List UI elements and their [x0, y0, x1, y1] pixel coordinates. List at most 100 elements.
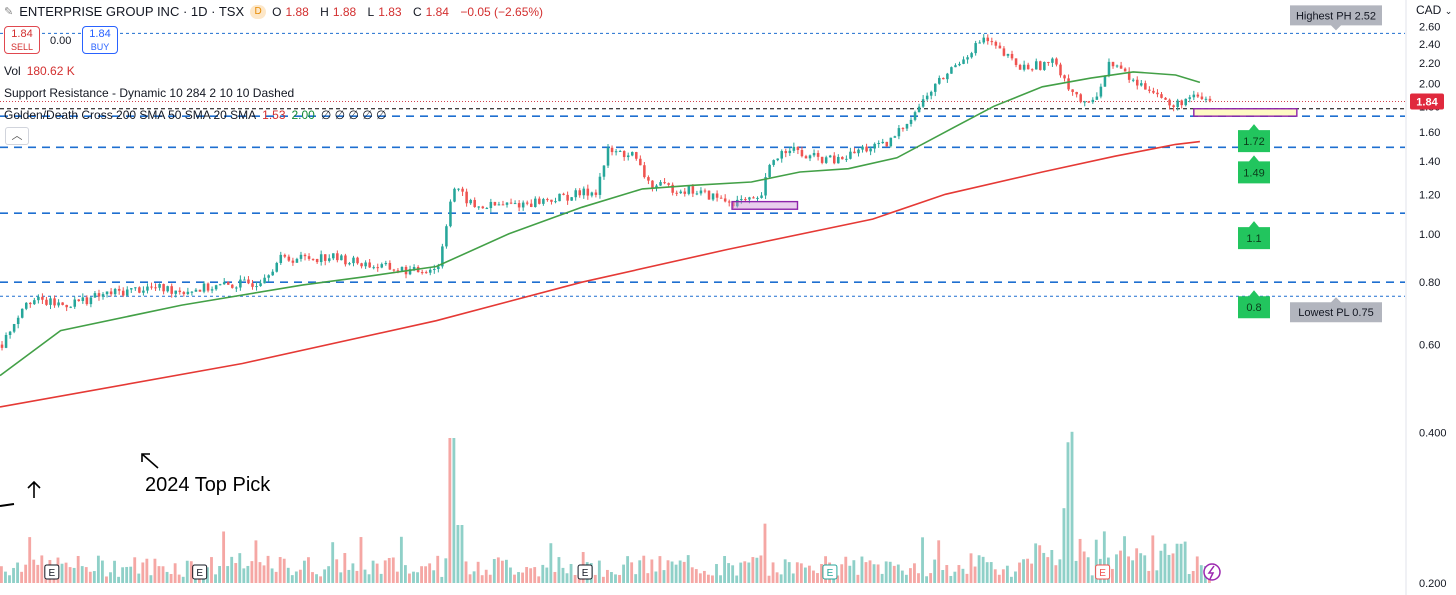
candle-body — [299, 254, 303, 259]
candle-body — [287, 256, 291, 261]
volume-bar — [868, 560, 872, 583]
volume-bar — [614, 574, 617, 583]
candle-body — [606, 147, 610, 166]
volume-label: Vol — [4, 64, 21, 78]
volume-bar — [1066, 442, 1070, 583]
candle-body — [1119, 65, 1123, 69]
candle-body — [1055, 58, 1058, 65]
volume-bar — [888, 561, 892, 583]
volume-bar — [989, 562, 993, 583]
volume-legend[interactable]: Vol 180.62 K — [4, 64, 75, 78]
candle-body — [602, 165, 606, 177]
candle-body — [845, 158, 848, 160]
candle-body — [590, 192, 594, 196]
candle-body — [360, 263, 363, 267]
candle-body — [667, 183, 670, 185]
sell-label: SELL — [10, 42, 34, 52]
candle-body — [202, 283, 206, 292]
candle-body — [1087, 101, 1091, 103]
golden-death-cross-legend[interactable]: Golden/Death Cross 200 SMA 50 SMA 20 SMA… — [4, 108, 386, 122]
volume-bar — [565, 573, 569, 583]
delayed-badge: D — [250, 4, 267, 19]
candle-body — [954, 65, 957, 68]
volume-bar — [274, 571, 278, 583]
volume-bar — [1078, 538, 1082, 583]
candle-body — [263, 277, 266, 284]
volume-bar — [16, 562, 19, 583]
candle-body — [101, 294, 105, 297]
candle-body — [125, 289, 129, 296]
sell-button[interactable]: 1.84 SELL — [4, 26, 40, 54]
volume-bar — [965, 573, 969, 583]
volume-bar — [266, 555, 270, 583]
candle-body — [57, 302, 60, 306]
candle-body — [679, 191, 683, 194]
candle-body — [477, 206, 481, 208]
volume-bar — [1030, 563, 1034, 583]
volume-bar — [674, 564, 678, 583]
volume-bar — [420, 566, 423, 583]
candle-body — [8, 331, 12, 335]
volume-bar — [226, 566, 230, 583]
candle-body — [578, 190, 582, 196]
candle-body — [832, 155, 836, 164]
volume-bar — [145, 558, 149, 583]
earnings-marker — [44, 564, 60, 580]
candle-body — [231, 284, 234, 288]
candle-body — [1164, 97, 1167, 100]
volume-bar — [759, 555, 763, 583]
support-resistance-legend[interactable]: Support Resistance - Dynamic 10 284 2 10… — [4, 86, 294, 100]
collapse-legend-button[interactable]: ︿ — [5, 127, 29, 145]
candle-body — [853, 151, 856, 154]
candle-body — [243, 279, 246, 281]
symbol-title[interactable]: ENTERPRISE GROUP INC · 1D · TSX — [19, 4, 245, 19]
candle-body — [925, 95, 929, 100]
candle-body — [962, 59, 965, 64]
volume-bar — [913, 563, 916, 583]
volume-bar — [371, 560, 375, 583]
candle-body — [311, 258, 315, 260]
volume-bar — [80, 566, 84, 583]
volume-bar — [597, 560, 601, 583]
volume-bar — [68, 567, 72, 583]
volume-bar — [808, 565, 811, 583]
candle-body — [501, 204, 505, 206]
candle-body — [671, 184, 674, 193]
volume-bar — [1070, 431, 1074, 583]
candle-body — [344, 255, 347, 265]
buy-button[interactable]: 1.84 BUY — [82, 26, 118, 54]
volume-bar — [335, 559, 339, 583]
volume-bar — [1074, 560, 1078, 583]
candle-body — [748, 197, 751, 200]
candle-body — [77, 299, 81, 302]
volume-bar — [270, 568, 274, 583]
volume-bar — [444, 558, 448, 583]
volume-bar — [412, 571, 415, 583]
candle-body — [812, 153, 816, 156]
volume-bar — [258, 562, 262, 583]
candle-body — [186, 291, 190, 295]
symbol-icon[interactable]: ✎ — [4, 6, 14, 18]
volume-bar — [682, 561, 686, 583]
volume-bar — [654, 571, 658, 583]
currency-selector[interactable]: CAD ⌄ — [1416, 3, 1452, 17]
support-level-label: 1.72 — [1243, 136, 1264, 148]
volume-bar — [553, 571, 557, 583]
candle-body — [376, 267, 380, 269]
volume-bar — [76, 555, 80, 583]
candle-body — [441, 246, 444, 267]
candle-body — [796, 146, 800, 151]
candle-body — [598, 176, 602, 195]
candle-body — [622, 151, 626, 158]
candle-body — [150, 286, 153, 288]
volume-bar — [40, 555, 44, 583]
candle-body — [727, 201, 731, 203]
candle-body — [295, 258, 299, 263]
candle-body — [901, 128, 905, 130]
candle-body — [226, 282, 230, 285]
candle-body — [206, 283, 210, 291]
candle-body — [433, 269, 436, 271]
candle-body — [1172, 105, 1175, 107]
volume-bar — [125, 566, 129, 583]
